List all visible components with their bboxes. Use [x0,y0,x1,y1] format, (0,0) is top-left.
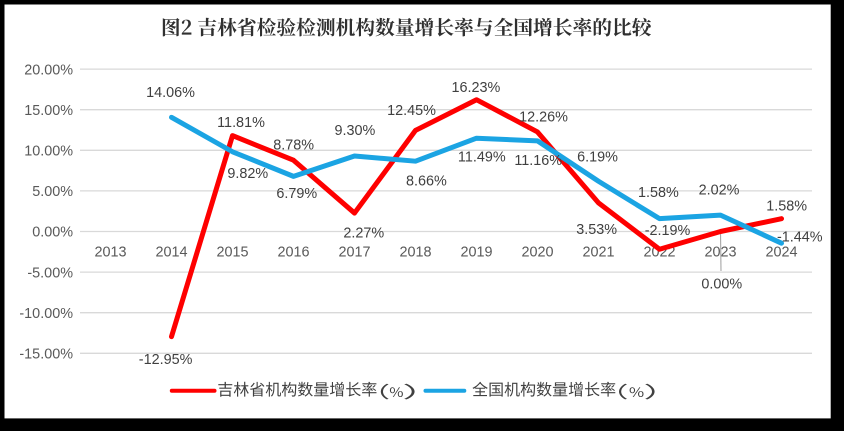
svg-text:1.58%: 1.58% [766,199,807,215]
svg-text:-2.19%: -2.19% [645,223,691,239]
svg-text:0.00%: 0.00% [32,225,73,241]
svg-text:-1.44%: -1.44% [777,229,823,245]
svg-text:-15.00%: -15.00% [19,347,73,363]
svg-text:8.78%: 8.78% [273,137,314,153]
svg-text:2020: 2020 [521,245,553,261]
svg-text:14.06%: 14.06% [146,85,195,101]
svg-text:8.66%: 8.66% [406,173,447,189]
svg-text:10.00%: 10.00% [24,144,73,160]
svg-text:12.45%: 12.45% [387,103,436,119]
svg-text:2019: 2019 [460,245,492,261]
svg-text:2017: 2017 [338,245,370,261]
svg-text:2021: 2021 [582,245,614,261]
svg-text:2015: 2015 [216,245,248,261]
svg-text:-10.00%: -10.00% [19,306,73,322]
svg-text:2.27%: 2.27% [343,226,384,242]
svg-text:-5.00%: -5.00% [27,265,73,281]
svg-text:9.30%: 9.30% [334,123,375,139]
svg-text:9.82%: 9.82% [227,166,268,182]
svg-text:20.00%: 20.00% [24,62,73,78]
svg-text:2014: 2014 [155,245,187,261]
svg-text:1.58%: 1.58% [638,185,679,201]
svg-text:16.23%: 16.23% [451,80,500,96]
svg-text:11.49%: 11.49% [458,150,506,166]
svg-text:6.79%: 6.79% [276,186,317,202]
svg-text:-12.95%: -12.95% [139,352,193,368]
svg-text:15.00%: 15.00% [24,103,73,119]
svg-text:2024: 2024 [765,245,797,261]
svg-text:3.53%: 3.53% [576,222,617,238]
svg-text:2016: 2016 [277,245,309,261]
svg-text:2018: 2018 [399,245,431,261]
svg-text:12.26%: 12.26% [519,110,568,126]
svg-text:5.00%: 5.00% [32,184,73,200]
svg-text:11.81%: 11.81% [217,115,265,131]
svg-text:11.16%: 11.16% [514,153,562,169]
svg-text:2.02%: 2.02% [699,183,740,199]
svg-text:2013: 2013 [94,245,126,261]
svg-text:6.19%: 6.19% [577,149,618,165]
svg-text:0.00%: 0.00% [701,277,742,293]
